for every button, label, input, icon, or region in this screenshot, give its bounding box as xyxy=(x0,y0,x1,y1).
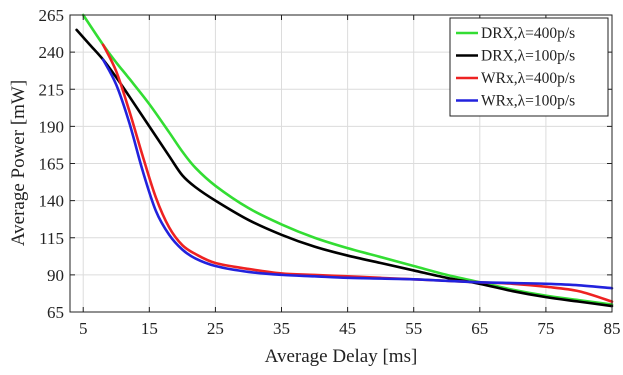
y-axis-ticks: 65 90 115 140 165 190 215 240 265 xyxy=(39,6,612,322)
y-tick-label: 90 xyxy=(47,266,64,285)
legend-entry: DRX,λ=100p/s xyxy=(481,48,575,65)
x-tick-label: 15 xyxy=(141,319,158,338)
y-tick-label: 115 xyxy=(39,229,64,248)
y-tick-label: 140 xyxy=(39,192,65,211)
legend-entry: DRX,λ=400p/s xyxy=(481,25,575,42)
x-tick-label: 35 xyxy=(273,319,290,338)
series-line xyxy=(101,58,614,290)
x-tick-label: 5 xyxy=(79,319,88,338)
x-axis-ticks: 5 15 25 35 45 55 65 75 85 xyxy=(79,15,621,338)
legend-entry: WRx,λ=100p/s xyxy=(481,93,575,110)
series-lines xyxy=(75,13,614,308)
y-axis-label: Average Power [mW] xyxy=(8,80,29,246)
y-tick-label: 65 xyxy=(47,303,64,322)
x-tick-label: 75 xyxy=(537,319,554,338)
series-line xyxy=(81,13,614,306)
x-tick-label: 85 xyxy=(604,319,621,338)
x-tick-label: 25 xyxy=(207,319,224,338)
legend-entry: WRx,λ=400p/s xyxy=(481,70,575,87)
x-tick-label: 45 xyxy=(339,319,356,338)
y-tick-label: 265 xyxy=(39,6,65,25)
legend: DRX,λ=400p/s DRX,λ=100p/s WRx,λ=400p/s WRx,… xyxy=(449,17,609,117)
y-tick-label: 240 xyxy=(39,43,65,62)
y-tick-label: 215 xyxy=(39,80,65,99)
x-axis-label: Average Delay [ms] xyxy=(265,346,418,367)
x-tick-label: 65 xyxy=(471,319,488,338)
x-tick-label: 55 xyxy=(405,319,422,338)
y-tick-label: 165 xyxy=(39,155,65,174)
y-tick-label: 190 xyxy=(39,117,65,136)
